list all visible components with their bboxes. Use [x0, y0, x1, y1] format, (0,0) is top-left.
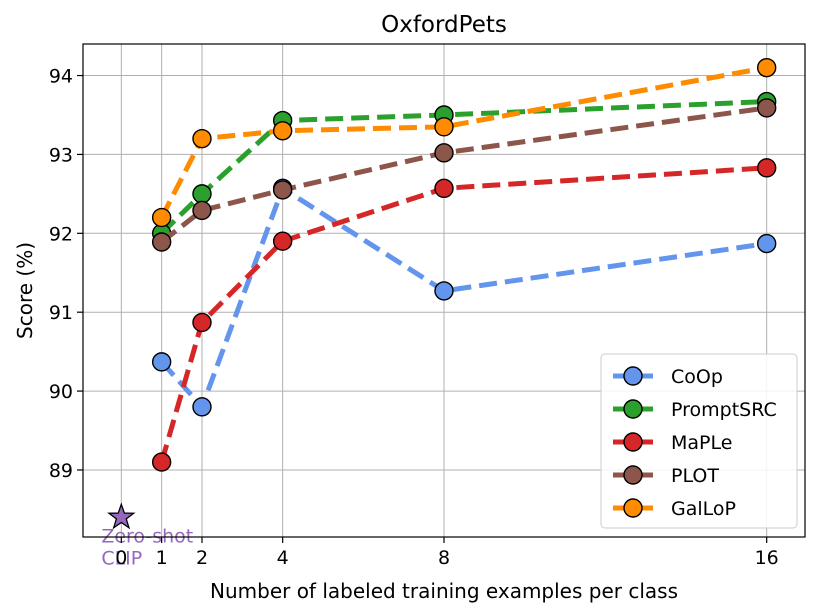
- data-point-coop: [192, 397, 212, 417]
- x-tick-label: 2: [196, 547, 208, 569]
- legend-box: [600, 353, 798, 529]
- chart-title: OxfordPets: [381, 12, 507, 38]
- data-point-gallop: [192, 128, 212, 149]
- legend-marker: [623, 366, 643, 386]
- series-line-gallop: [159, 65, 768, 219]
- legend-item-plot: PLOT: [613, 465, 719, 487]
- x-tick-label: 8: [438, 547, 450, 569]
- zero-shot-label: Zero-shot: [101, 525, 193, 547]
- legend-label: GalLoP: [671, 498, 736, 520]
- data-point-plot: [756, 98, 777, 118]
- legend-marker: [623, 498, 643, 518]
- x-tick-label: 1: [156, 547, 168, 569]
- legend-label: CoOp: [671, 366, 723, 388]
- series-line-maple: [159, 165, 767, 463]
- y-tick-label: 92: [49, 223, 73, 245]
- zero-shot-label: CLIP: [101, 547, 142, 569]
- data-point-gallop: [434, 117, 454, 137]
- series-gallop: [151, 57, 777, 228]
- data-point-maple: [151, 452, 172, 472]
- data-point-plot: [272, 180, 293, 200]
- axis-ticks: 0 1 2 4 8 16 89 90 91 92 93 94: [49, 66, 779, 569]
- data-point-coop: [756, 233, 777, 254]
- data-point-maple: [756, 158, 777, 178]
- data-point-plot: [151, 232, 172, 252]
- y-tick-label: 90: [49, 381, 73, 403]
- data-point-promptsrc: [192, 184, 212, 204]
- data-point-maple: [434, 178, 454, 199]
- data-point-gallop: [272, 121, 293, 141]
- x-tick-label: 0: [115, 547, 127, 569]
- data-point-coop: [434, 281, 454, 301]
- legend-label: PromptSRC: [671, 399, 777, 421]
- legend-marker: [623, 432, 643, 452]
- legend-item-promptsrc: PromptSRC: [613, 399, 777, 421]
- y-tick-label: 93: [49, 144, 73, 166]
- legend-item-maple: MaPLe: [613, 432, 732, 454]
- y-tick-label: 94: [49, 66, 73, 88]
- y-axis-label: Score (%): [13, 242, 37, 339]
- series-plot: [151, 98, 777, 252]
- legend-marker: [623, 465, 643, 485]
- y-tick-label: 91: [49, 302, 73, 324]
- series-layer: [151, 57, 777, 472]
- legend-marker: [623, 399, 643, 419]
- data-point-maple: [192, 312, 212, 333]
- data-point-gallop: [756, 57, 777, 78]
- legend-item-coop: CoOp: [613, 366, 723, 388]
- legend-label: MaPLe: [671, 432, 732, 454]
- legend: CoOp PromptSRC MaPLe PLOT GalLoP: [600, 353, 798, 529]
- legend-item-gallop: GalLoP: [613, 498, 736, 520]
- x-tick-label: 16: [755, 547, 779, 569]
- data-point-maple: [272, 231, 293, 251]
- data-point-gallop: [151, 207, 172, 228]
- x-tick-label: 4: [277, 547, 289, 569]
- series-promptsrc: [151, 91, 777, 244]
- data-point-coop: [151, 352, 172, 372]
- y-tick-label: 89: [49, 460, 73, 482]
- series-maple: [151, 158, 777, 472]
- legend-label: PLOT: [671, 465, 719, 487]
- x-axis-label: Number of labeled training examples per …: [210, 579, 678, 603]
- data-point-plot: [434, 143, 454, 163]
- zero-shot-star-icon: [107, 502, 136, 530]
- data-point-plot: [192, 200, 212, 221]
